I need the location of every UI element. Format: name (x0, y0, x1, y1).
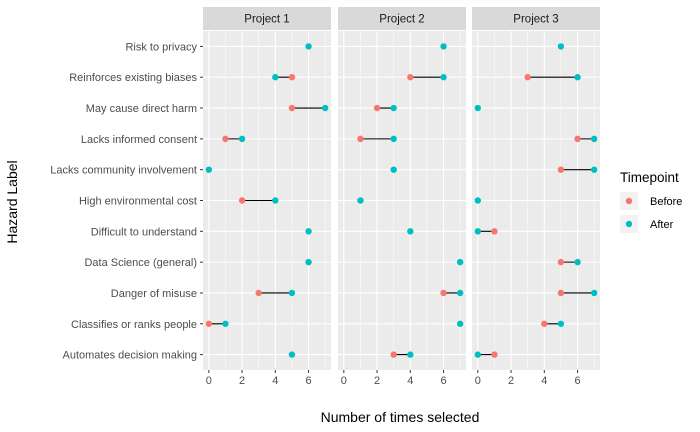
after-point (474, 197, 482, 204)
x-tick-label: 4 (272, 375, 278, 387)
strip-label: Project 2 (379, 14, 424, 26)
y-tick-label: Data Science (general) (84, 257, 197, 269)
y-axis-title: Hazard Label (4, 160, 20, 243)
before-point (407, 74, 414, 81)
after-point (390, 104, 397, 112)
y-tick-label: Reinforces existing biases (69, 72, 197, 84)
y-tick-label: High environmental cost (79, 196, 197, 208)
facet-panels: Project 1 0 2 4 6 Project 2 0 2 4 6 Project 3 0 2 4 6 (203, 7, 600, 387)
before-point (288, 104, 296, 112)
legend: Timepoint Before After (620, 170, 682, 233)
after-point (222, 320, 229, 327)
strip-label: Project 1 (244, 14, 289, 26)
after-point (288, 351, 296, 358)
y-tick-label: Lacks community involvement (50, 165, 197, 177)
after-point (456, 289, 464, 297)
y-tick-label: Lacks informed consent (81, 134, 197, 146)
y-tick-label: Automates decision making (62, 350, 197, 362)
before-point (255, 289, 262, 297)
after-point (407, 351, 414, 358)
before-point (238, 197, 246, 204)
after-point (440, 43, 447, 50)
after-point (557, 43, 565, 50)
after-point (321, 104, 329, 112)
after-point (305, 228, 312, 235)
legend-title: Timepoint (620, 170, 679, 185)
after-point (474, 228, 482, 235)
after-point (456, 258, 464, 266)
before-point (491, 228, 498, 235)
after-point (390, 135, 397, 143)
after-point (288, 289, 296, 297)
after-point (205, 166, 213, 173)
after-point (590, 135, 598, 143)
before-point (222, 135, 229, 143)
after-point (272, 197, 279, 204)
x-tick-label: 2 (508, 375, 514, 387)
after-point (474, 104, 482, 112)
strip-background (472, 7, 600, 30)
before-point (557, 166, 565, 173)
x-axis-title: Number of times selected (321, 409, 480, 425)
x-tick-label: 6 (574, 375, 580, 387)
x-tick-label: 0 (475, 375, 481, 387)
y-tick-label: Risk to privacy (125, 41, 197, 53)
before-point (357, 135, 364, 143)
after-point (407, 228, 414, 235)
before-point (574, 135, 581, 143)
before-point (288, 74, 296, 81)
facet-panel: Project 2 0 2 4 6 (338, 7, 466, 387)
x-tick-label: 4 (407, 375, 413, 387)
x-tick-label: 6 (305, 375, 311, 387)
y-tick-label: Difficult to understand (91, 226, 197, 238)
after-point (557, 320, 565, 327)
y-axis-tick-labels: Risk to privacy Reinforces existing biase… (50, 41, 203, 362)
before-point (557, 289, 565, 297)
before-point (491, 351, 498, 358)
x-tick-label: 2 (239, 375, 245, 387)
facet-panel: Project 3 0 2 4 6 (472, 7, 600, 387)
x-tick-label: 0 (341, 375, 347, 387)
after-point (474, 351, 482, 358)
y-tick-label: May cause direct harm (86, 103, 197, 115)
strip-label: Project 3 (513, 14, 558, 26)
after-point (272, 74, 279, 81)
x-tick-label: 2 (374, 375, 380, 387)
after-point (357, 197, 364, 204)
legend-label-before: Before (650, 196, 682, 208)
legend-label-after: After (650, 219, 674, 231)
legend-dot-before (625, 197, 633, 205)
before-point (440, 289, 447, 297)
after-point (305, 43, 312, 50)
after-point (440, 74, 447, 81)
before-point (373, 104, 381, 112)
after-point (238, 135, 246, 143)
after-point (305, 258, 312, 266)
strip-background (203, 7, 331, 30)
after-point (456, 320, 464, 327)
before-point (390, 351, 397, 358)
before-point (205, 320, 213, 327)
before-point (524, 74, 531, 81)
before-point (541, 320, 548, 327)
facet-panel: Project 1 0 2 4 6 (203, 7, 331, 387)
after-point (590, 289, 598, 297)
y-tick-label: Classifies or ranks people (71, 319, 197, 331)
after-point (390, 166, 397, 173)
strip-background (338, 7, 466, 30)
after-point (574, 74, 581, 81)
after-point (574, 258, 581, 266)
x-tick-label: 0 (206, 375, 212, 387)
y-tick-label: Danger of misuse (111, 288, 197, 300)
x-tick-label: 6 (440, 375, 446, 387)
x-tick-label: 4 (541, 375, 547, 387)
legend-dot-after (625, 220, 633, 228)
after-point (590, 166, 598, 173)
before-point (557, 258, 565, 266)
